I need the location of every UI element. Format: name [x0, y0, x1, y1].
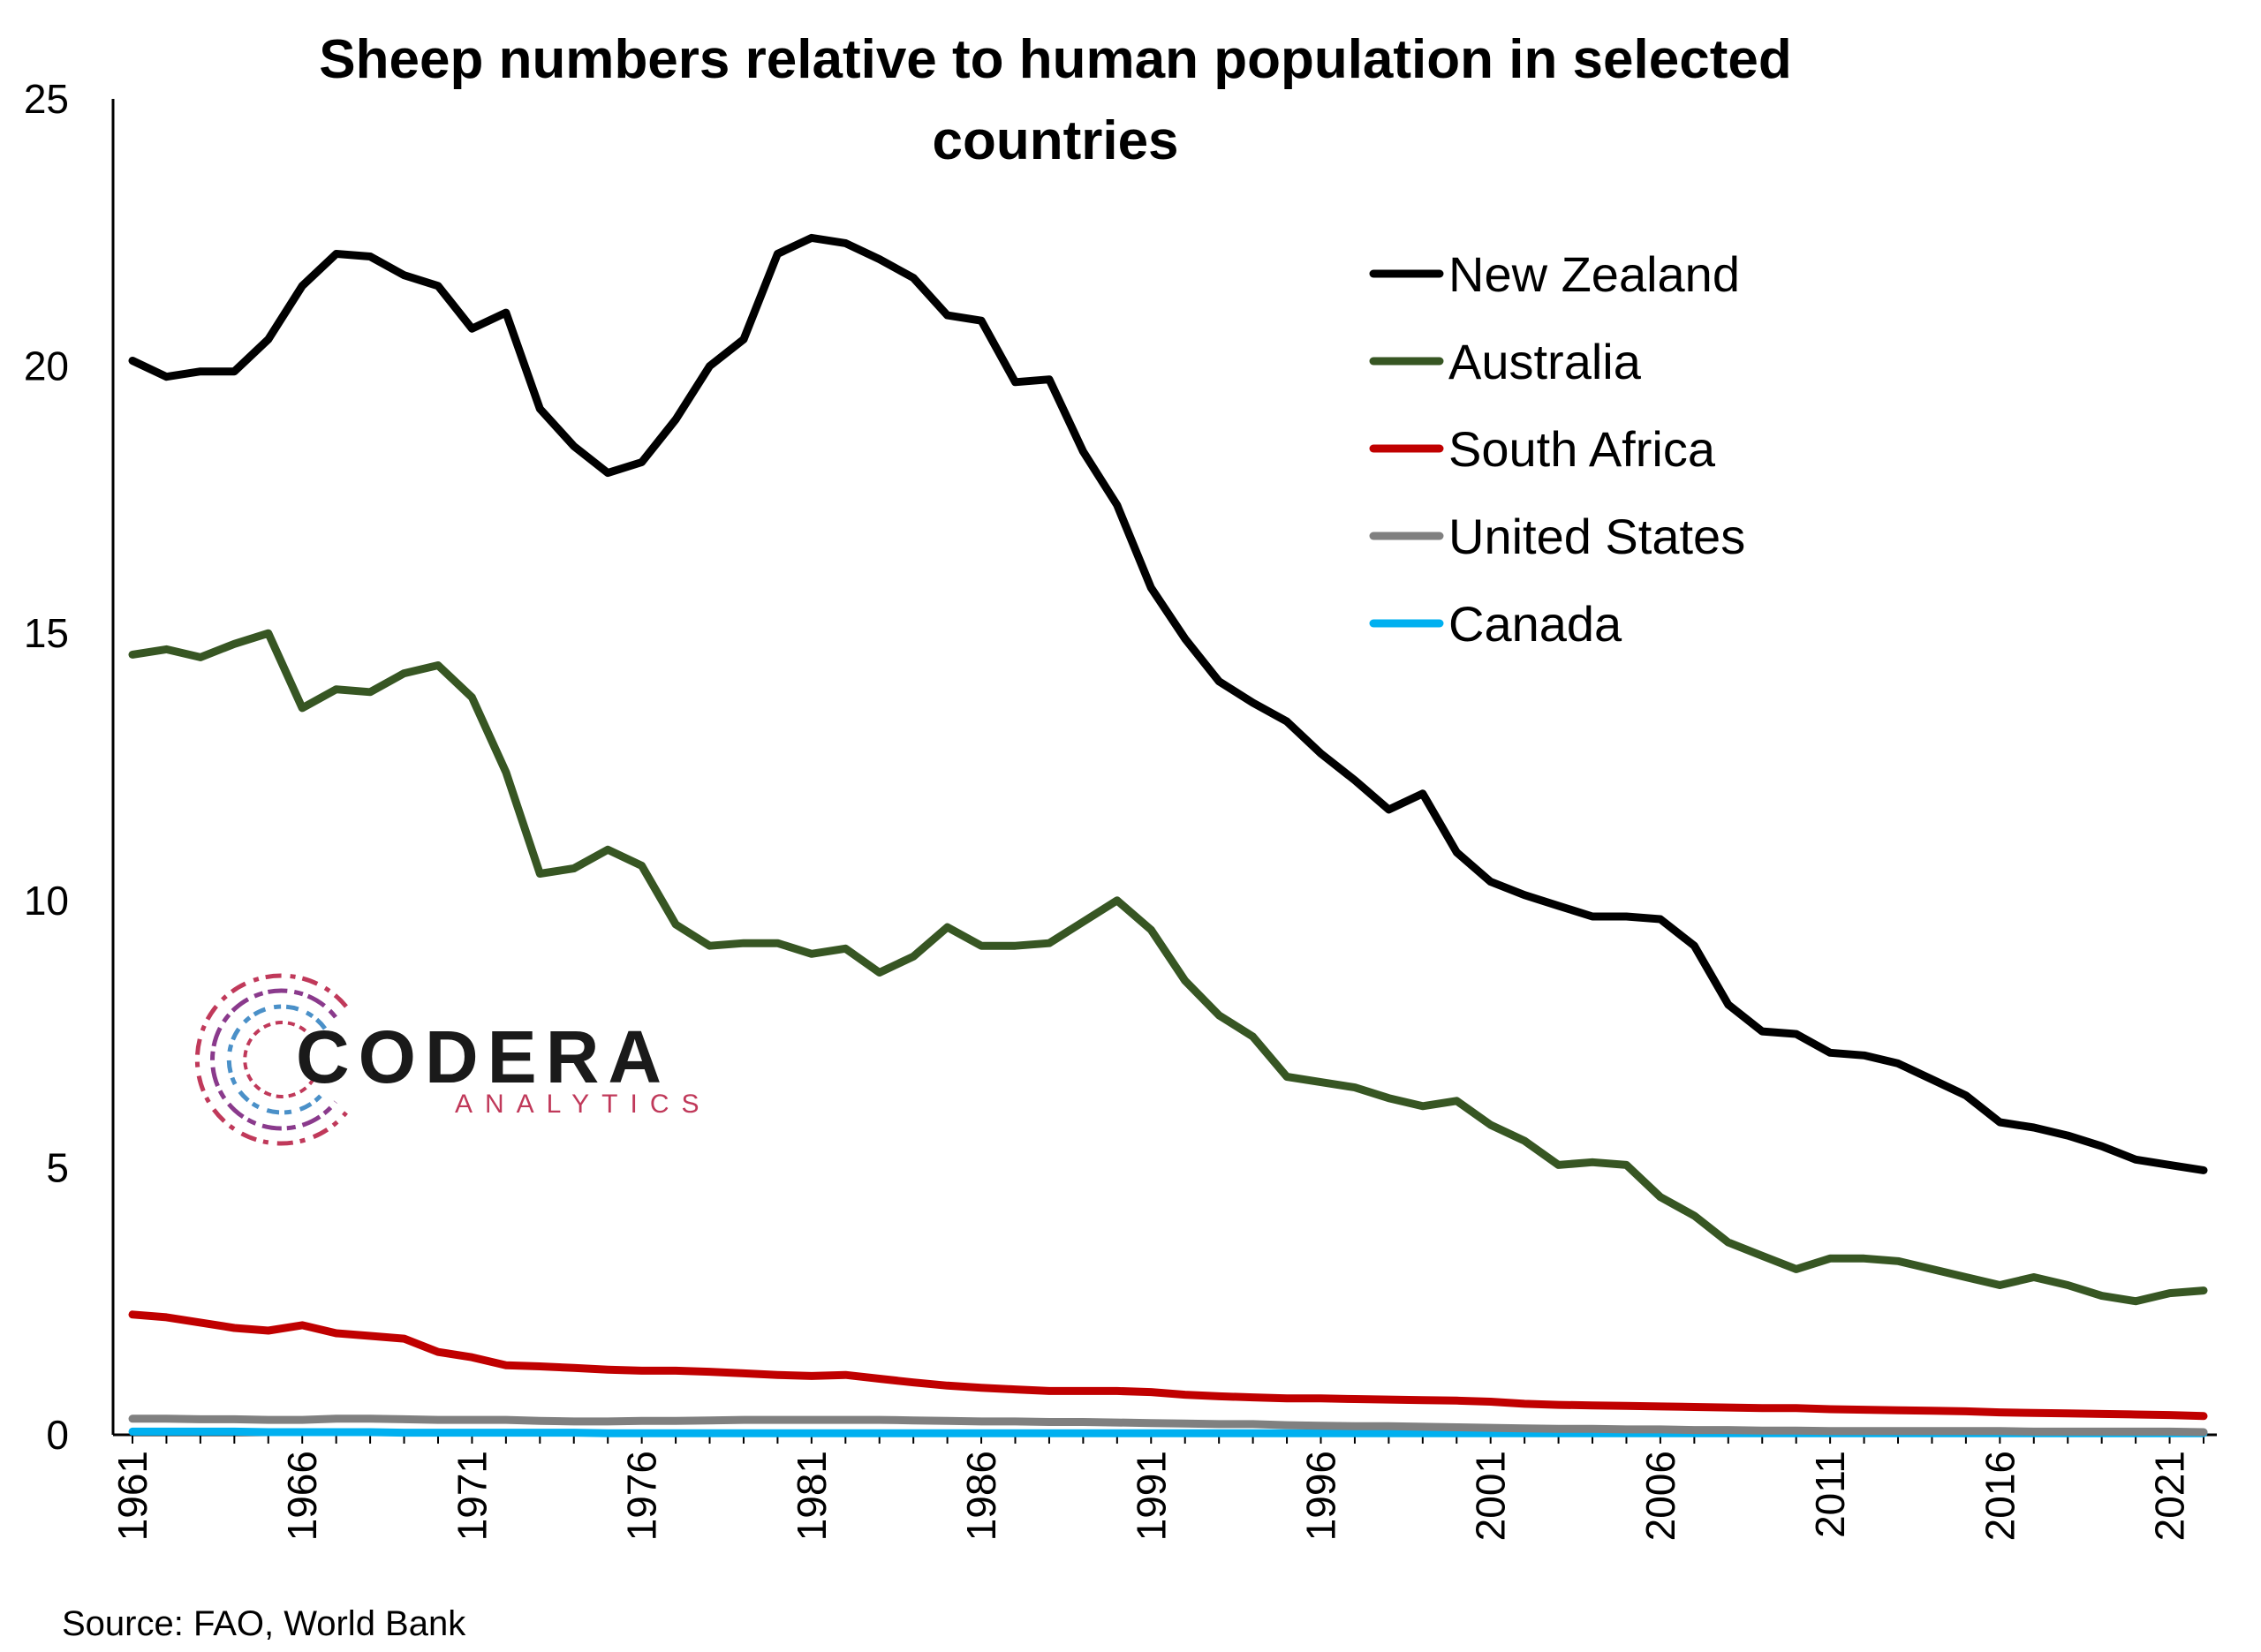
y-tick-labels: 0 5 10 15 20 25 [24, 76, 69, 1458]
chart-title-line2: countries [932, 110, 1178, 171]
x-tick-label: 2011 [1807, 1451, 1853, 1538]
x-tick-label: 2016 [1977, 1451, 2023, 1541]
y-tick-label: 15 [24, 610, 69, 656]
legend-label: Canada [1448, 596, 1622, 652]
x-tick-label: 1971 [449, 1451, 495, 1541]
logo-arc-icon [194, 973, 348, 1146]
y-tick-label: 5 [46, 1144, 69, 1190]
logo-name: CODERA [296, 1015, 670, 1098]
x-tick-label: 2006 [1637, 1451, 1683, 1541]
y-tick-label: 0 [46, 1412, 69, 1458]
y-tick-label: 25 [24, 76, 69, 122]
series-line-south-africa [128, 1310, 2208, 1421]
chart-title-line1: Sheep numbers relative to human populati… [319, 29, 1791, 90]
x-tick-label: 1961 [110, 1451, 155, 1541]
x-tick-labels: 1961 1966 1971 1976 1981 1986 1991 1996 2001 2006… [110, 1435, 2204, 1541]
x-tick-label: 1996 [1297, 1451, 1343, 1541]
x-tick-label: 2001 [1468, 1451, 1514, 1541]
x-tick-label: 1976 [619, 1451, 665, 1541]
y-tick-label: 20 [24, 343, 69, 389]
x-tick-label: 1986 [958, 1451, 1004, 1541]
x-tick-label: 2021 [2147, 1451, 2193, 1541]
x-tick-label: 1966 [279, 1451, 325, 1541]
codera-logo: CODERA ANALYTICS [194, 973, 712, 1146]
x-tick-label: 1991 [1128, 1451, 1174, 1541]
series-line-australia [128, 629, 2208, 1306]
series-line-united-states [128, 1414, 2208, 1437]
y-tick-label: 10 [24, 878, 69, 924]
legend-label: Australia [1448, 334, 1642, 389]
series-line-new-zealand [128, 233, 2208, 1174]
legend-label: South Africa [1448, 421, 1716, 477]
series-lines [128, 233, 2208, 1437]
legend: New Zealand Australia South Africa United S… [1369, 246, 1745, 652]
legend-label: United States [1448, 509, 1745, 564]
x-tick-label: 1981 [789, 1451, 835, 1541]
logo-sub: ANALYTICS [455, 1090, 712, 1119]
legend-label: New Zealand [1448, 246, 1740, 302]
source-note: Source: FAO, World Bank [62, 1604, 466, 1643]
